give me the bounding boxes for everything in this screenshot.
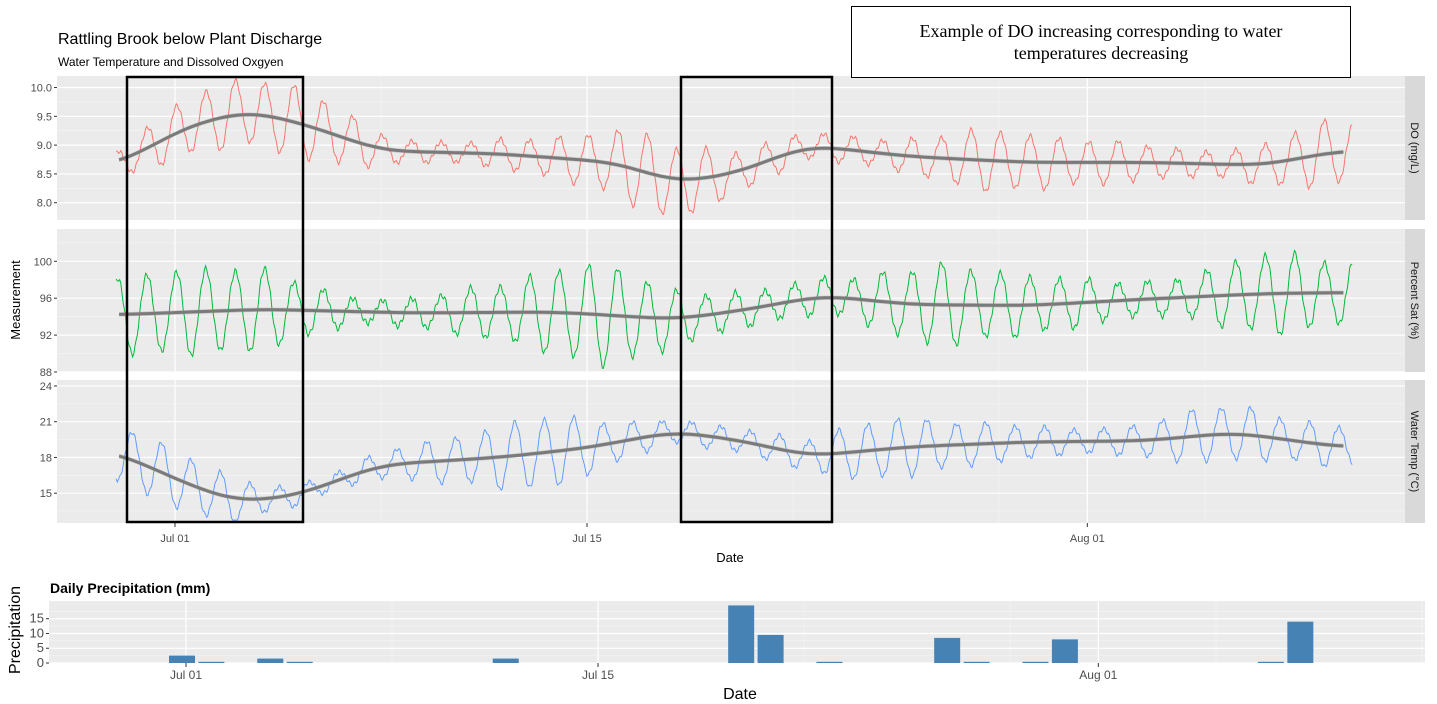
precip-y-tick-label: 15 — [30, 611, 44, 626]
y-tick-label-temp: 18 — [40, 452, 52, 464]
series-line-sat — [115, 249, 1353, 369]
y-tick-label-sat: 92 — [40, 330, 52, 342]
y-tick-label-do: 10.0 — [31, 83, 52, 95]
smooth-line-do — [118, 113, 1344, 181]
strip-sat — [1405, 229, 1425, 372]
precip-bar — [1257, 661, 1284, 663]
strip-do — [1405, 76, 1425, 220]
x-tick-label-main: Jul 01 — [160, 533, 189, 545]
precip-bar — [757, 634, 784, 663]
strip-label-temp: Water Temp (°C) — [1408, 411, 1420, 492]
strip-label-do: DO (mg/L) — [1408, 122, 1420, 173]
y-tick-label-do: 8.0 — [37, 198, 52, 210]
precip-bar — [1287, 621, 1314, 663]
precip-bar — [1022, 661, 1049, 663]
precip-y-axis-label: Precipitation — [7, 586, 24, 674]
main-y-axis-label: Measurement — [8, 260, 23, 340]
precip-x-tick-label: Aug 01 — [1079, 668, 1117, 682]
annotation-box: Example of DO increasing corresponding t… — [851, 6, 1351, 78]
y-tick-label-sat: 100 — [34, 256, 52, 268]
precip-bar — [169, 655, 195, 663]
precip-bar — [934, 637, 961, 663]
precip-chart-title: Daily Precipitation (mm) — [50, 580, 210, 596]
strip-temp — [1405, 380, 1425, 523]
series-line-temp — [115, 405, 1353, 521]
y-tick-label-sat: 88 — [40, 367, 52, 379]
y-tick-label-do: 8.5 — [37, 169, 52, 181]
y-tick-label-temp: 15 — [40, 488, 52, 500]
precip-bar — [816, 661, 843, 663]
precip-bar — [286, 661, 313, 663]
main-chart-subtitle: Water Temperature and Dissolved Oxgyen — [58, 55, 283, 69]
precip-bar — [257, 658, 284, 663]
annotation-text: Example of DO increasing corresponding t… — [919, 21, 1283, 63]
precip-y-tick-label: 10 — [30, 625, 44, 640]
precip-bar — [198, 661, 225, 663]
y-tick-label-temp: 21 — [40, 417, 52, 429]
precip-bar — [492, 658, 519, 663]
precip-bar — [963, 661, 990, 663]
x-tick-label-main: Aug 01 — [1070, 533, 1105, 545]
x-tick-label-main: Jul 15 — [572, 533, 601, 545]
highlight-box — [125, 75, 305, 524]
highlight-box — [679, 75, 834, 524]
y-tick-label-do: 9.5 — [37, 111, 52, 123]
series-line-do — [115, 77, 1353, 216]
y-tick-label-do: 9.0 — [37, 140, 52, 152]
precip-bar — [728, 605, 755, 663]
strip-label-sat: Percent Sat (%) — [1408, 262, 1420, 340]
y-tick-label-temp: 24 — [40, 381, 52, 393]
precip-y-tick-label: 5 — [37, 640, 44, 655]
precip-bar — [1051, 639, 1078, 663]
panel-temp — [57, 380, 1405, 523]
main-x-axis-label: Date — [716, 550, 743, 565]
precip-x-axis-label: Date — [723, 686, 757, 703]
main-chart-title: Rattling Brook below Plant Discharge — [58, 31, 322, 48]
y-tick-label-sat: 96 — [40, 293, 52, 305]
precip-y-tick-label: 0 — [37, 655, 44, 670]
smooth-line-temp — [118, 432, 1344, 501]
panel-do — [57, 76, 1405, 220]
smooth-line-sat — [119, 291, 1344, 320]
precip-x-tick-label: Jul 01 — [170, 668, 202, 682]
smooth-ribbon-do — [119, 112, 1344, 182]
precip-x-tick-label: Jul 15 — [582, 668, 614, 682]
